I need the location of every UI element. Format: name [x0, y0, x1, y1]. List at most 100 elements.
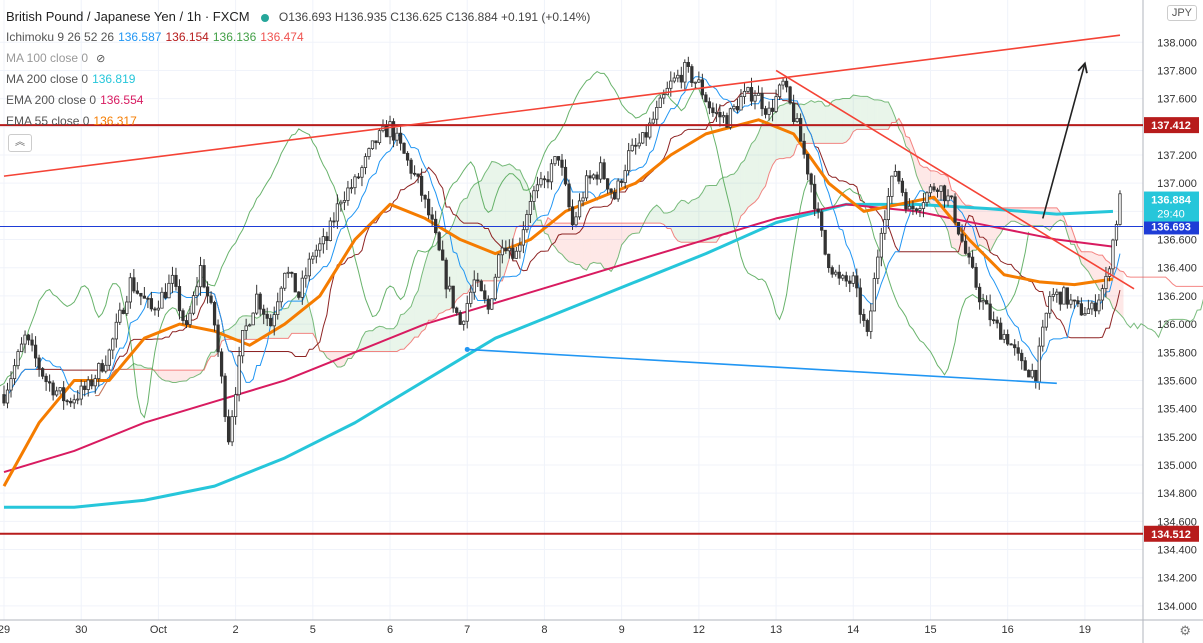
candle: [956, 221, 961, 236]
candle-body: [423, 194, 427, 200]
candle-body: [806, 153, 810, 175]
cloud-segment: [691, 199, 696, 243]
candle-body: [462, 320, 466, 325]
candle: [690, 64, 694, 88]
candle-body: [1111, 239, 1115, 270]
candle-body: [1118, 193, 1122, 225]
candle-body: [388, 121, 392, 138]
cloud-segment: [835, 99, 840, 144]
candle-body: [676, 74, 680, 79]
candle: [139, 292, 143, 306]
candle-body: [328, 220, 333, 241]
indicator-row-3[interactable]: EMA 200 close 0 136.554: [6, 90, 590, 111]
candle-body: [1048, 295, 1052, 314]
indicator-row-0[interactable]: Ichimoku 9 26 52 26 136.587 136.154 136.136…: [6, 27, 590, 48]
candle: [739, 89, 743, 111]
candle: [693, 81, 697, 89]
candle: [65, 399, 69, 406]
candle-body: [1020, 352, 1024, 362]
indicator-row-4[interactable]: EMA 55 close 0 136.317: [6, 111, 590, 132]
cloud-segment: [712, 185, 717, 243]
candle-body: [532, 190, 536, 202]
hidden-eye-icon[interactable]: ⊘: [96, 53, 106, 65]
candle: [588, 170, 592, 185]
cloud-segment: [1067, 225, 1071, 245]
candle: [830, 265, 834, 278]
candle: [1079, 297, 1084, 316]
candle-body: [1023, 360, 1027, 371]
candle: [627, 142, 631, 176]
candle-body: [963, 240, 968, 254]
candle-body: [865, 320, 869, 332]
candle-body: [577, 200, 582, 218]
cloud-segment: [368, 330, 373, 352]
candle: [395, 127, 399, 146]
cloud-segment: [986, 207, 991, 252]
settings-gear-icon[interactable]: ⚙: [1179, 623, 1191, 638]
candle: [490, 298, 494, 311]
cloud-segment: [755, 132, 759, 202]
candle: [1002, 329, 1006, 344]
candle-body: [132, 277, 136, 292]
candle: [760, 87, 764, 117]
candle-body: [370, 140, 375, 150]
candle-body: [69, 400, 73, 404]
cloud-segment: [1004, 207, 1008, 227]
collapse-legend-button[interactable]: ︽: [8, 134, 32, 152]
candle: [746, 86, 750, 94]
candle-body: [412, 172, 417, 175]
level-tag-open: 136.693: [1144, 218, 1199, 235]
cloud-segment: [983, 207, 987, 249]
candle: [86, 376, 90, 397]
y-tick-label: 137.200: [1157, 150, 1197, 162]
y-tick-label: 136.000: [1157, 319, 1197, 331]
candle: [525, 209, 529, 233]
candle: [714, 103, 719, 122]
candle-body: [114, 321, 118, 340]
trendline-lower-support: [467, 348, 1057, 385]
candle-body: [1076, 300, 1080, 305]
candle: [507, 239, 511, 259]
candle-body: [304, 275, 308, 279]
candle-body: [609, 188, 613, 193]
candle: [191, 291, 196, 316]
candle-body: [237, 355, 241, 396]
indicator-row-1[interactable]: MA 100 close 0 ⊘: [6, 48, 590, 69]
candle: [584, 170, 589, 202]
currency-tag[interactable]: JPY: [1166, 5, 1197, 21]
candle-body: [816, 208, 820, 213]
candle: [391, 118, 396, 148]
candle-body: [160, 291, 164, 309]
candle: [318, 237, 322, 258]
candle: [735, 98, 740, 114]
candle-body: [458, 312, 462, 325]
candle-body: [1016, 347, 1020, 354]
candle: [128, 272, 132, 309]
indicator-value: 136.136: [212, 30, 257, 44]
cloud-segment: [488, 161, 492, 281]
candle: [142, 286, 147, 299]
candle-body: [149, 298, 154, 310]
indicator-row-2[interactable]: MA 200 close 0 136.819: [6, 69, 590, 90]
candle-body: [226, 416, 231, 443]
candle-body: [405, 152, 410, 161]
candle: [349, 179, 354, 194]
candle-body: [1065, 287, 1069, 305]
candle: [630, 138, 634, 152]
cloud-segment: [235, 318, 240, 340]
cloud-segment: [884, 102, 889, 130]
candle: [202, 259, 206, 289]
candle-body: [788, 86, 792, 104]
candle-body: [711, 107, 715, 114]
x-tick-label: 30: [75, 624, 87, 636]
cloud-segment: [463, 197, 468, 294]
candle: [977, 283, 982, 310]
candle-body: [339, 201, 343, 205]
candle: [616, 178, 620, 202]
trendline-anchor: [464, 346, 470, 352]
candle-body: [999, 322, 1003, 340]
x-tick-label: Oct: [150, 624, 167, 636]
candle: [377, 128, 382, 145]
cloud-segment: [733, 170, 738, 232]
